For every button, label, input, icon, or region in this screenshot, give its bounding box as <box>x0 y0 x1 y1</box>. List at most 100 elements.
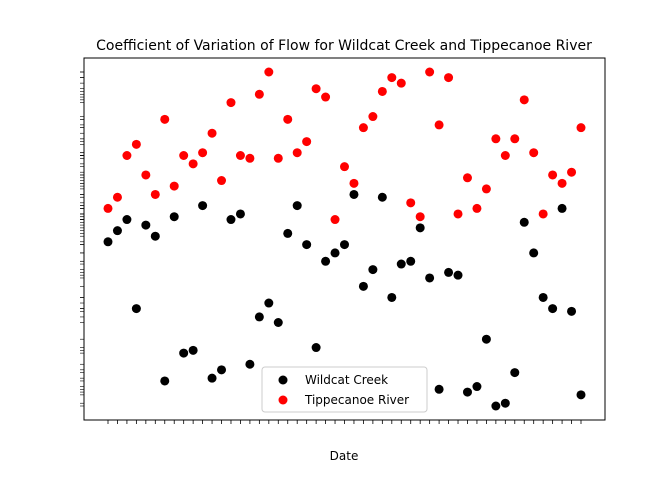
point-tippecanoe-river <box>368 112 378 122</box>
point-tippecanoe-river <box>510 134 520 144</box>
point-wildcat-creek <box>122 215 132 225</box>
point-tippecanoe-river <box>131 139 141 149</box>
point-wildcat-creek <box>207 373 217 383</box>
point-tippecanoe-river <box>500 151 510 160</box>
point-tippecanoe-river <box>377 86 387 96</box>
point-wildcat-creek <box>387 292 397 302</box>
x-ticks <box>107 420 582 424</box>
point-wildcat-creek <box>112 226 122 236</box>
point-tippecanoe-river <box>169 181 179 191</box>
point-tippecanoe-river <box>444 73 454 83</box>
point-wildcat-creek <box>538 292 548 302</box>
point-tippecanoe-river <box>406 198 416 208</box>
point-wildcat-creek <box>264 298 274 308</box>
point-wildcat-creek <box>179 348 189 358</box>
point-tippecanoe-river <box>387 73 397 83</box>
point-tippecanoe-river <box>273 153 283 163</box>
point-wildcat-creek <box>217 365 227 375</box>
point-wildcat-creek <box>406 256 416 266</box>
point-tippecanoe-river <box>122 151 132 160</box>
point-tippecanoe-river <box>358 123 368 133</box>
point-tippecanoe-river <box>245 153 255 163</box>
point-wildcat-creek <box>169 212 179 222</box>
point-tippecanoe-river <box>529 148 539 158</box>
point-wildcat-creek <box>226 215 236 225</box>
point-wildcat-creek <box>273 318 283 327</box>
point-tippecanoe-river <box>321 92 331 102</box>
point-wildcat-creek <box>519 217 529 227</box>
x-axis-label: Date <box>330 449 359 463</box>
point-wildcat-creek <box>245 359 255 369</box>
point-wildcat-creek <box>283 228 293 238</box>
point-wildcat-creek <box>500 398 510 408</box>
point-tippecanoe-river <box>415 212 425 222</box>
point-wildcat-creek <box>444 267 454 277</box>
point-tippecanoe-river <box>425 67 435 77</box>
point-wildcat-creek <box>529 248 539 258</box>
legend: Wildcat Creek Tippecanoe River <box>261 366 428 413</box>
point-tippecanoe-river <box>150 189 160 199</box>
y-tick-labels <box>80 71 84 407</box>
point-tippecanoe-river <box>567 167 577 177</box>
point-tippecanoe-river <box>141 170 151 180</box>
legend-label-tippecanoe: Tippecanoe River <box>304 393 409 407</box>
point-wildcat-creek <box>510 368 520 378</box>
point-wildcat-creek <box>302 240 312 250</box>
point-wildcat-creek <box>567 306 577 316</box>
point-tippecanoe-river <box>481 184 491 194</box>
data-points <box>103 67 586 411</box>
point-wildcat-creek <box>396 259 406 269</box>
point-tippecanoe-river <box>160 114 170 124</box>
point-tippecanoe-river <box>472 203 482 213</box>
point-tippecanoe-river <box>283 114 293 124</box>
point-wildcat-creek <box>131 304 141 314</box>
point-wildcat-creek <box>425 273 435 283</box>
point-wildcat-creek <box>576 390 586 400</box>
point-wildcat-creek <box>254 312 264 322</box>
point-wildcat-creek <box>349 189 359 199</box>
point-wildcat-creek <box>160 376 170 386</box>
plot-frame <box>83 57 606 421</box>
point-tippecanoe-river <box>112 192 122 202</box>
legend-marker-tippecanoe <box>278 395 288 405</box>
point-tippecanoe-river <box>548 170 558 180</box>
point-tippecanoe-river <box>254 89 264 99</box>
point-tippecanoe-river <box>103 203 113 213</box>
point-tippecanoe-river <box>434 120 444 130</box>
point-wildcat-creek <box>548 304 558 314</box>
point-tippecanoe-river <box>235 151 245 160</box>
point-wildcat-creek <box>311 343 321 353</box>
point-tippecanoe-river <box>226 98 236 108</box>
point-wildcat-creek <box>321 256 331 266</box>
point-wildcat-creek <box>141 220 151 230</box>
point-tippecanoe-river <box>188 159 198 169</box>
point-tippecanoe-river <box>311 84 321 94</box>
legend-label-wildcat: Wildcat Creek <box>305 373 388 387</box>
point-tippecanoe-river <box>207 128 217 138</box>
point-wildcat-creek <box>358 281 368 291</box>
point-wildcat-creek <box>462 387 472 397</box>
point-tippecanoe-river <box>519 95 529 105</box>
point-tippecanoe-river <box>557 178 567 188</box>
point-tippecanoe-river <box>302 137 312 147</box>
point-tippecanoe-river <box>491 134 501 144</box>
point-wildcat-creek <box>472 382 482 392</box>
point-wildcat-creek <box>377 192 387 202</box>
chart-title: Coefficient of Variation of Flow for Wil… <box>96 38 592 54</box>
point-tippecanoe-river <box>340 162 349 172</box>
point-tippecanoe-river <box>576 123 586 133</box>
legend-box <box>261 366 428 413</box>
point-wildcat-creek <box>292 201 302 211</box>
point-tippecanoe-river <box>264 67 274 77</box>
legend-marker-wildcat <box>278 375 288 385</box>
point-wildcat-creek <box>235 209 245 219</box>
point-wildcat-creek <box>368 265 378 275</box>
point-wildcat-creek <box>150 231 160 241</box>
point-tippecanoe-river <box>349 178 359 188</box>
point-wildcat-creek <box>491 401 501 411</box>
point-tippecanoe-river <box>179 151 189 160</box>
point-tippecanoe-river <box>330 215 340 225</box>
point-tippecanoe-river <box>292 148 302 158</box>
